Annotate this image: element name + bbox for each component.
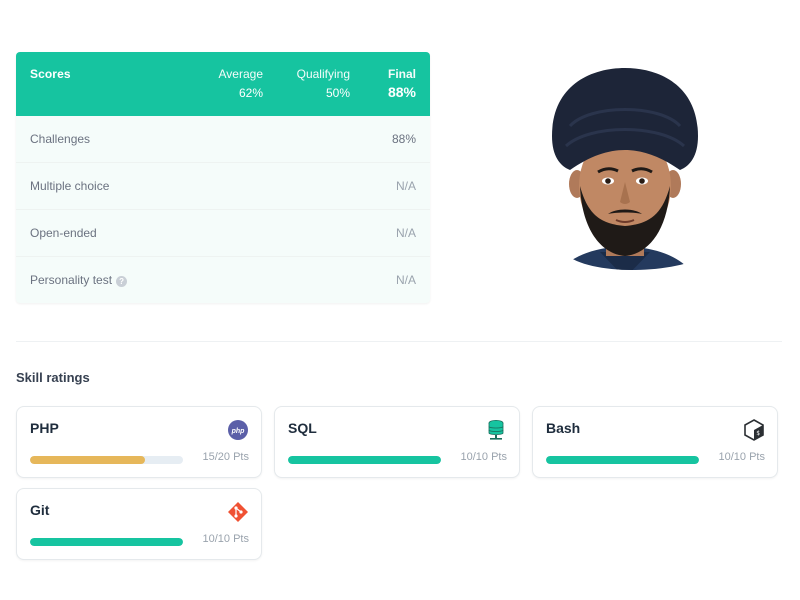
qualifying-score: Qualifying 50% [297,67,350,100]
svg-text:php: php [231,428,246,435]
scores-header: Scores Average 62% Qualifying 50% Final … [16,52,430,116]
qualifying-value: 50% [325,86,350,100]
skill-points: 15/20 Pts [202,451,249,463]
question-circle-icon[interactable]: ? [116,276,128,287]
final-label: Final [387,67,416,81]
final-value: 88% [387,84,416,100]
score-row-value: N/A [395,226,416,240]
skill-progress-fill [30,456,145,464]
avatar [550,68,700,270]
score-row-open-ended: Open-ended N/A [16,210,430,257]
skill-progress-fill [288,456,441,464]
svg-text:$: $ [756,430,760,437]
score-row-label: Challenges [30,132,91,146]
skill-card-git: Git 10/10 Pts [16,488,262,560]
average-label: Average [218,67,263,81]
skill-points: 10/10 Pts [718,451,765,463]
skill-progress-fill [30,538,183,546]
skill-name: SQL [288,420,317,436]
average-value: 62% [238,86,263,100]
skill-progress-track [288,456,441,464]
score-row-label: Personality test [30,273,113,287]
average-score: Average 62% [219,67,263,100]
scores-title: Scores [30,67,71,81]
section-divider [16,341,782,342]
skill-card-sql: SQL 10/10 Pts [274,406,520,478]
score-row-value: 88% [391,132,416,146]
skill-points: 10/10 Pts [202,533,249,545]
score-row-value: N/A [395,273,416,287]
skill-card-php: PHP php 15/20 Pts [16,406,262,478]
final-score: Final 88% [388,67,416,100]
score-row-personality-test: Personality test? N/A [16,257,430,303]
score-row-label: Multiple choice [30,179,110,193]
skill-progress-track [30,456,183,464]
php-icon: php [228,420,248,440]
skill-ratings-title: Skill ratings [16,370,90,385]
skill-points: 10/10 Pts [460,451,507,463]
skill-progress-fill [546,456,699,464]
skill-progress-track [546,456,699,464]
qualifying-label: Qualifying [296,67,350,81]
score-row-challenges: Challenges 88% [16,116,430,163]
score-row-value: N/A [395,179,416,193]
bash-icon: $ [744,419,764,441]
score-row-label: Open-ended [30,226,97,240]
skill-name: Bash [546,420,581,436]
skill-name: PHP [30,420,59,436]
git-icon [228,502,248,522]
skill-name: Git [30,502,50,518]
skill-progress-track [30,538,183,546]
scores-card: Scores Average 62% Qualifying 50% Final … [16,52,430,303]
score-row-multiple-choice: Multiple choice N/A [16,163,430,210]
score-row-label-wrap: Personality test? [30,273,128,287]
skill-card-bash: Bash $ 10/10 Pts [532,406,778,478]
database-icon [488,420,504,440]
